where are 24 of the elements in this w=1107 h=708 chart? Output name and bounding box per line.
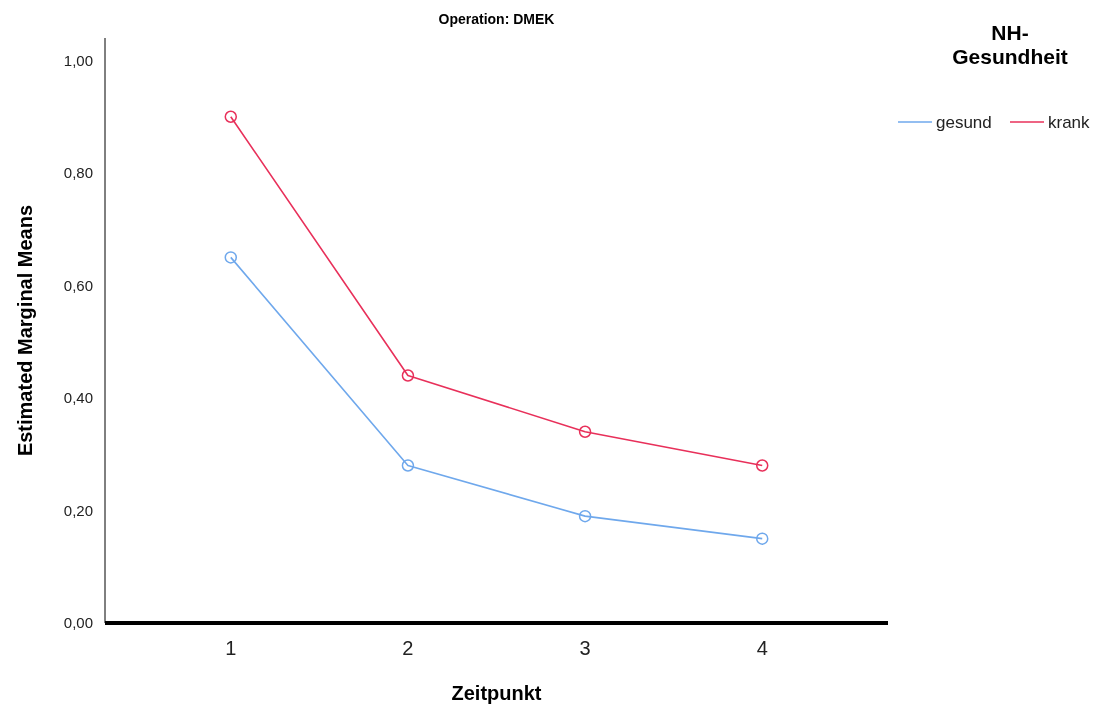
point [755, 459, 769, 472]
y-tick-label: 0,00 [63, 614, 93, 632]
point [578, 509, 592, 523]
point [401, 369, 415, 382]
point [755, 532, 769, 545]
legend-title: NH-Gesundheit [952, 21, 1068, 68]
x-tick-label: 1 [225, 637, 237, 659]
x-tick-label: 4 [756, 637, 768, 659]
x-axis-title: Zeitpunkt [451, 682, 542, 704]
y-tick-label: 0,60 [63, 276, 93, 294]
x-tick-label: 3 [579, 637, 591, 659]
point [401, 459, 415, 472]
x-tick-label: 2 [402, 637, 414, 659]
chart-title: Operation: DMEK [438, 11, 555, 27]
point [578, 425, 592, 438]
legend-label: krank [1048, 112, 1091, 132]
point [224, 110, 238, 123]
legend-label: gesund [936, 112, 992, 132]
y-tick-label: 0,80 [63, 164, 93, 182]
y-axis-title: Estimated Marginal Means [14, 204, 36, 457]
y-tick-label: 1,00 [63, 51, 93, 69]
point [224, 251, 238, 264]
y-tick-label: 0,40 [63, 389, 93, 407]
y-tick-label: 0,20 [63, 501, 93, 519]
